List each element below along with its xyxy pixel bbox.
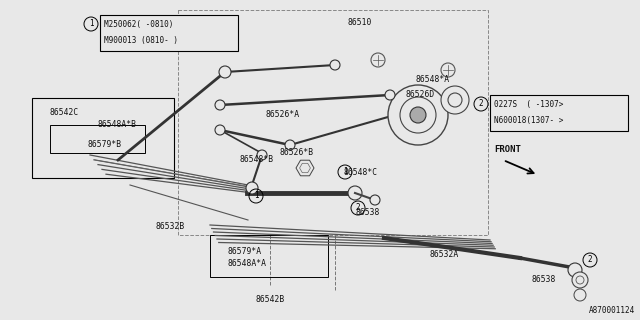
Polygon shape (300, 163, 310, 173)
Bar (210, 235, 328, 277)
Circle shape (257, 150, 267, 160)
Text: 2: 2 (588, 255, 592, 265)
Circle shape (215, 100, 225, 110)
Text: 86538: 86538 (355, 208, 380, 217)
Text: 86548*B: 86548*B (240, 155, 274, 164)
Text: N600018(1307- >: N600018(1307- > (494, 116, 563, 125)
Circle shape (285, 140, 295, 150)
Text: 2: 2 (356, 204, 360, 212)
Circle shape (388, 85, 448, 145)
Bar (490, 95, 628, 131)
Text: M900013 (0810- ): M900013 (0810- ) (104, 36, 178, 45)
Circle shape (348, 186, 362, 200)
Circle shape (448, 93, 462, 107)
Circle shape (441, 86, 469, 114)
Text: 86526D: 86526D (405, 90, 435, 99)
Polygon shape (296, 160, 314, 176)
Circle shape (574, 289, 586, 301)
Text: 86510: 86510 (348, 18, 372, 27)
Text: 86548*C: 86548*C (343, 168, 377, 177)
Text: 86579*B: 86579*B (88, 140, 122, 149)
Text: 86542B: 86542B (255, 295, 285, 304)
Bar (32, 98, 174, 178)
Text: 86548*A: 86548*A (415, 75, 449, 84)
Text: 86532B: 86532B (155, 222, 184, 231)
Text: FRONT: FRONT (495, 146, 522, 155)
Bar (178, 10, 488, 235)
Circle shape (385, 90, 395, 100)
Circle shape (410, 107, 426, 123)
Text: 86579*A: 86579*A (228, 247, 262, 256)
Text: 86548A*B: 86548A*B (98, 120, 137, 129)
Circle shape (441, 63, 455, 77)
Bar (50, 125, 145, 153)
Circle shape (370, 195, 380, 205)
Text: 1: 1 (89, 20, 93, 28)
Text: M250062( -0810): M250062( -0810) (104, 20, 173, 29)
Text: 86526*B: 86526*B (280, 148, 314, 157)
Circle shape (572, 272, 588, 288)
Circle shape (246, 182, 258, 194)
Text: 2: 2 (479, 100, 483, 108)
Circle shape (400, 97, 436, 133)
Text: 86538: 86538 (532, 275, 556, 284)
Text: A870001124: A870001124 (589, 306, 635, 315)
Text: 86526*A: 86526*A (265, 110, 299, 119)
Text: 1: 1 (253, 191, 259, 201)
Circle shape (215, 125, 225, 135)
Circle shape (219, 66, 231, 78)
Text: 86542C: 86542C (50, 108, 79, 117)
Text: 86532A: 86532A (430, 250, 460, 259)
Bar (100, 15, 238, 51)
Text: 1: 1 (342, 167, 348, 177)
Text: 86548A*A: 86548A*A (228, 259, 267, 268)
Text: 0227S  ( -1307>: 0227S ( -1307> (494, 100, 563, 109)
Circle shape (568, 263, 582, 277)
Circle shape (576, 276, 584, 284)
Circle shape (330, 60, 340, 70)
Circle shape (371, 53, 385, 67)
